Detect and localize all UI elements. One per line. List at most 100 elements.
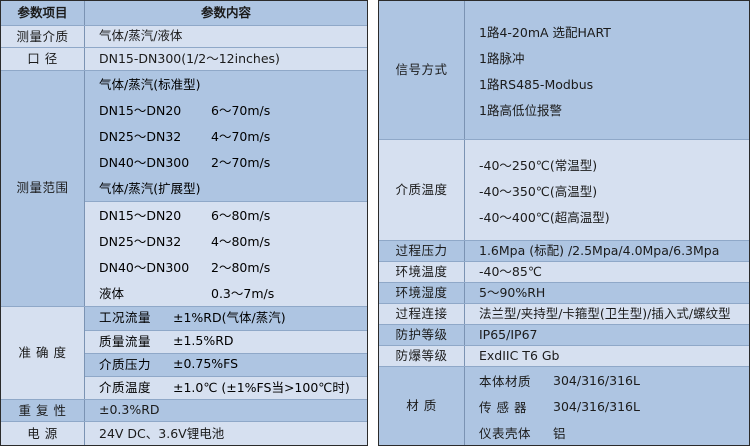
accuracy-value: ±1.5%RD bbox=[173, 332, 234, 348]
row-value-ambient-humidity: 5～90%RH bbox=[479, 284, 546, 300]
table-row-repeatability: 重 复 性 ±0.3%RD bbox=[1, 399, 367, 423]
accuracy-item-medium-temperature: 介质温度 ±1.0℃ (±1%FS当>100℃时) bbox=[85, 375, 367, 399]
table-row-caliber: 口 径 DN15-DN300(1/2～12inches) bbox=[1, 48, 367, 71]
table-row-power-supply: 电 源 24V DC、3.6V锂电池 bbox=[1, 422, 367, 445]
row-label-accuracy: 准 确 度 bbox=[1, 306, 85, 399]
size-label: 液体 bbox=[99, 286, 125, 302]
measure-range-extended-group: DN15～DN20 6～80m/s DN25～DN32 4～80m/s DN40… bbox=[85, 200, 367, 306]
material-item-housing: 仪表壳体 铝 bbox=[465, 419, 749, 445]
header-col-parameter-content: 参数内容 bbox=[200, 4, 251, 20]
material-value: 铝 bbox=[553, 425, 566, 441]
measure-range-standard-line: DN15～DN20 6～70m/s bbox=[85, 97, 367, 123]
row-value-explosion-proof-grade: ExdIIC T6 Gb bbox=[479, 347, 560, 363]
left-spec-table: 参数项目 参数内容 测量介质 气体/蒸汽/液体 口 径 DN15-DN300(1… bbox=[0, 0, 368, 446]
size-label: DN15～DN20 bbox=[99, 208, 182, 224]
table-row-explosion-proof-grade: 防爆等级 ExdIIC T6 Gb bbox=[379, 346, 749, 367]
row-value-protection-grade: IP65/IP67 bbox=[479, 326, 538, 342]
accuracy-item-medium-pressure: 介质压力 ±0.75%FS bbox=[85, 352, 367, 376]
row-value-repeatability: ±0.3%RD bbox=[99, 402, 160, 418]
accuracy-value: ±1%RD(气体/蒸汽) bbox=[173, 309, 286, 325]
signal-mode-line: 1路4-20mA 选配HART bbox=[479, 24, 611, 40]
material-value: 304/316/316L bbox=[553, 372, 640, 388]
accuracy-key: 介质温度 bbox=[99, 379, 152, 395]
accuracy-key: 质量流量 bbox=[99, 333, 152, 349]
measure-range-liquid-line: 液体 0.3～7m/s bbox=[85, 280, 367, 306]
row-label-power-supply: 电 源 bbox=[1, 422, 85, 445]
header-col-parameter-item: 参数项目 bbox=[1, 1, 85, 25]
measure-range-standard-group: 气体/蒸汽(标准型) DN15～DN20 6～70m/s DN25～DN32 4… bbox=[85, 70, 367, 201]
material-value: 304/316/316L bbox=[553, 398, 640, 414]
medium-temperature-line: -40～350℃(高温型) bbox=[479, 183, 598, 199]
row-label-ambient-humidity: 环境湿度 bbox=[379, 283, 465, 303]
size-label: DN40～DN300 bbox=[99, 260, 190, 276]
material-item-sensor: 传 感 器 304/316/316L bbox=[465, 393, 749, 419]
table-row-process-pressure: 过程压力 1.6Mpa (标配) /2.5Mpa/4.0Mpa/6.3Mpa bbox=[379, 241, 749, 262]
row-label-explosion-proof-grade: 防爆等级 bbox=[379, 346, 465, 366]
row-value-power-supply: 24V DC、3.6V锂电池 bbox=[99, 425, 225, 441]
speed-label: 2～80m/s bbox=[211, 260, 271, 276]
accuracy-value: ±0.75%FS bbox=[173, 355, 239, 371]
medium-temperature-line: -40～250℃(常温型) bbox=[479, 157, 598, 173]
table-row-ambient-temperature: 环境温度 -40～85℃ bbox=[379, 262, 749, 283]
size-label: DN15～DN20 bbox=[99, 103, 182, 119]
row-value-measure-medium: 气体/蒸汽/液体 bbox=[99, 28, 183, 44]
table-row-material: 材 质 本体材质 304/316/316L 传 感 器 304/316/316L bbox=[379, 367, 749, 445]
row-label-ambient-temperature: 环境温度 bbox=[379, 262, 465, 282]
size-label: DN40～DN300 bbox=[99, 155, 190, 171]
measure-range-extended-line: DN15～DN20 6～80m/s bbox=[85, 202, 367, 228]
accuracy-value: ±1.0℃ (±1%FS当>100℃时) bbox=[173, 379, 350, 395]
accuracy-item-mass-flow: 质量流量 ±1.5%RD bbox=[85, 329, 367, 353]
row-label-process-connection: 过程连接 bbox=[379, 304, 465, 324]
row-label-material: 材 质 bbox=[379, 367, 465, 445]
row-value-process-pressure: 1.6Mpa (标配) /2.5Mpa/4.0Mpa/6.3Mpa bbox=[479, 242, 720, 258]
table-row-accuracy: 准 确 度 工况流量 ±1%RD(气体/蒸汽) 质量流量 ±1.5%RD bbox=[1, 306, 367, 400]
speed-label: 0.3～7m/s bbox=[211, 286, 275, 302]
measure-range-extended-title: 气体/蒸汽(扩展型) bbox=[99, 181, 201, 197]
table-row-measure-range: 测量范围 气体/蒸汽(标准型) DN15～DN20 6～70m/s DN25～D… bbox=[1, 70, 367, 307]
speed-label: 6～80m/s bbox=[211, 208, 271, 224]
speed-label: 2～70m/s bbox=[211, 155, 271, 171]
material-item-body: 本体材质 304/316/316L bbox=[465, 367, 749, 393]
table-row-process-connection: 过程连接 法兰型/夹持型/卡箍型(卫生型)/插入式/螺纹型 bbox=[379, 304, 749, 325]
material-key: 仪表壳体 bbox=[479, 425, 532, 441]
row-label-protection-grade: 防护等级 bbox=[379, 325, 465, 345]
row-label-repeatability: 重 复 性 bbox=[1, 399, 85, 422]
table-header-row: 参数项目 参数内容 bbox=[1, 1, 367, 26]
accuracy-item-working-flow: 工况流量 ±1%RD(气体/蒸汽) bbox=[85, 306, 367, 330]
measure-range-standard-line: DN40～DN300 2～70m/s bbox=[85, 149, 367, 175]
medium-temperature-line: -40～400℃(超高温型) bbox=[479, 209, 610, 225]
accuracy-key: 介质压力 bbox=[99, 356, 152, 372]
row-label-process-pressure: 过程压力 bbox=[379, 241, 465, 261]
size-label: DN25～DN32 bbox=[99, 129, 182, 145]
table-row-signal-mode: 信号方式 1路4-20mA 选配HART 1路脉冲 1路RS485-Modbus… bbox=[379, 1, 749, 140]
material-key: 本体材质 bbox=[479, 373, 532, 389]
measure-range-extended-line: DN25～DN32 4～80m/s bbox=[85, 228, 367, 254]
speed-label: 4～70m/s bbox=[211, 129, 271, 145]
table-row-protection-grade: 防护等级 IP65/IP67 bbox=[379, 325, 749, 346]
material-key: 传 感 器 bbox=[479, 399, 527, 415]
right-spec-table: 信号方式 1路4-20mA 选配HART 1路脉冲 1路RS485-Modbus… bbox=[378, 0, 750, 446]
size-label: DN25～DN32 bbox=[99, 234, 182, 250]
accuracy-key: 工况流量 bbox=[99, 309, 152, 325]
speed-label: 6～70m/s bbox=[211, 103, 271, 119]
row-label-measure-range: 测量范围 bbox=[1, 70, 85, 306]
measure-range-standard-line: DN25～DN32 4～70m/s bbox=[85, 123, 367, 149]
row-label-caliber: 口 径 bbox=[1, 48, 85, 70]
measure-range-extended-line: DN40～DN300 2～80m/s bbox=[85, 254, 367, 280]
table-row-ambient-humidity: 环境湿度 5～90%RH bbox=[379, 283, 749, 304]
speed-label: 4～80m/s bbox=[211, 234, 271, 250]
row-label-signal-mode: 信号方式 bbox=[379, 1, 465, 139]
row-label-measure-medium: 测量介质 bbox=[1, 25, 85, 48]
row-value-caliber: DN15-DN300(1/2～12inches) bbox=[99, 50, 280, 66]
table-row-medium-temperature: 介质温度 -40～250℃(常温型) -40～350℃(高温型) -40～400… bbox=[379, 140, 749, 241]
table-gap-divider bbox=[368, 0, 378, 446]
signal-mode-line: 1路脉冲 bbox=[479, 50, 525, 66]
signal-mode-line: 1路高低位报警 bbox=[479, 102, 562, 118]
row-label-medium-temperature: 介质温度 bbox=[379, 140, 465, 240]
row-value-ambient-temperature: -40～85℃ bbox=[479, 263, 542, 279]
row-value-process-connection: 法兰型/夹持型/卡箍型(卫生型)/插入式/螺纹型 bbox=[479, 305, 731, 321]
table-row-measure-medium: 测量介质 气体/蒸汽/液体 bbox=[1, 25, 367, 49]
measure-range-standard-title: 气体/蒸汽(标准型) bbox=[99, 77, 201, 93]
signal-mode-line: 1路RS485-Modbus bbox=[479, 76, 594, 92]
